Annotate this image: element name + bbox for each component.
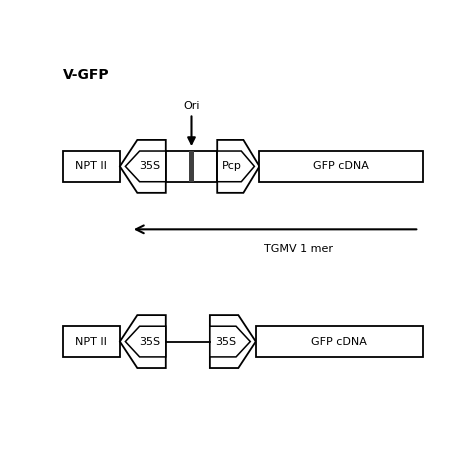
- Polygon shape: [210, 326, 250, 357]
- Polygon shape: [120, 140, 166, 193]
- Text: GFP cDNA: GFP cDNA: [313, 161, 369, 172]
- Text: 35S: 35S: [215, 337, 237, 346]
- Polygon shape: [120, 315, 166, 368]
- Bar: [166, 151, 217, 182]
- Text: 35S: 35S: [139, 337, 160, 346]
- Text: GFP cDNA: GFP cDNA: [311, 337, 367, 346]
- Bar: [189, 151, 194, 182]
- Bar: [63, 326, 120, 357]
- Polygon shape: [125, 326, 166, 357]
- Polygon shape: [217, 151, 255, 182]
- Text: Ori: Ori: [183, 100, 200, 144]
- Text: NPT II: NPT II: [75, 161, 107, 172]
- Text: TGMV 1 mer: TGMV 1 mer: [264, 244, 333, 254]
- Text: V-GFP: V-GFP: [63, 68, 109, 82]
- Bar: [63, 151, 120, 182]
- Polygon shape: [210, 315, 256, 368]
- Text: NPT II: NPT II: [75, 337, 107, 346]
- Polygon shape: [217, 140, 259, 193]
- Bar: [259, 151, 423, 182]
- Text: Pcp: Pcp: [222, 161, 242, 172]
- Bar: [256, 326, 423, 357]
- Polygon shape: [125, 151, 166, 182]
- Text: 35S: 35S: [139, 161, 160, 172]
